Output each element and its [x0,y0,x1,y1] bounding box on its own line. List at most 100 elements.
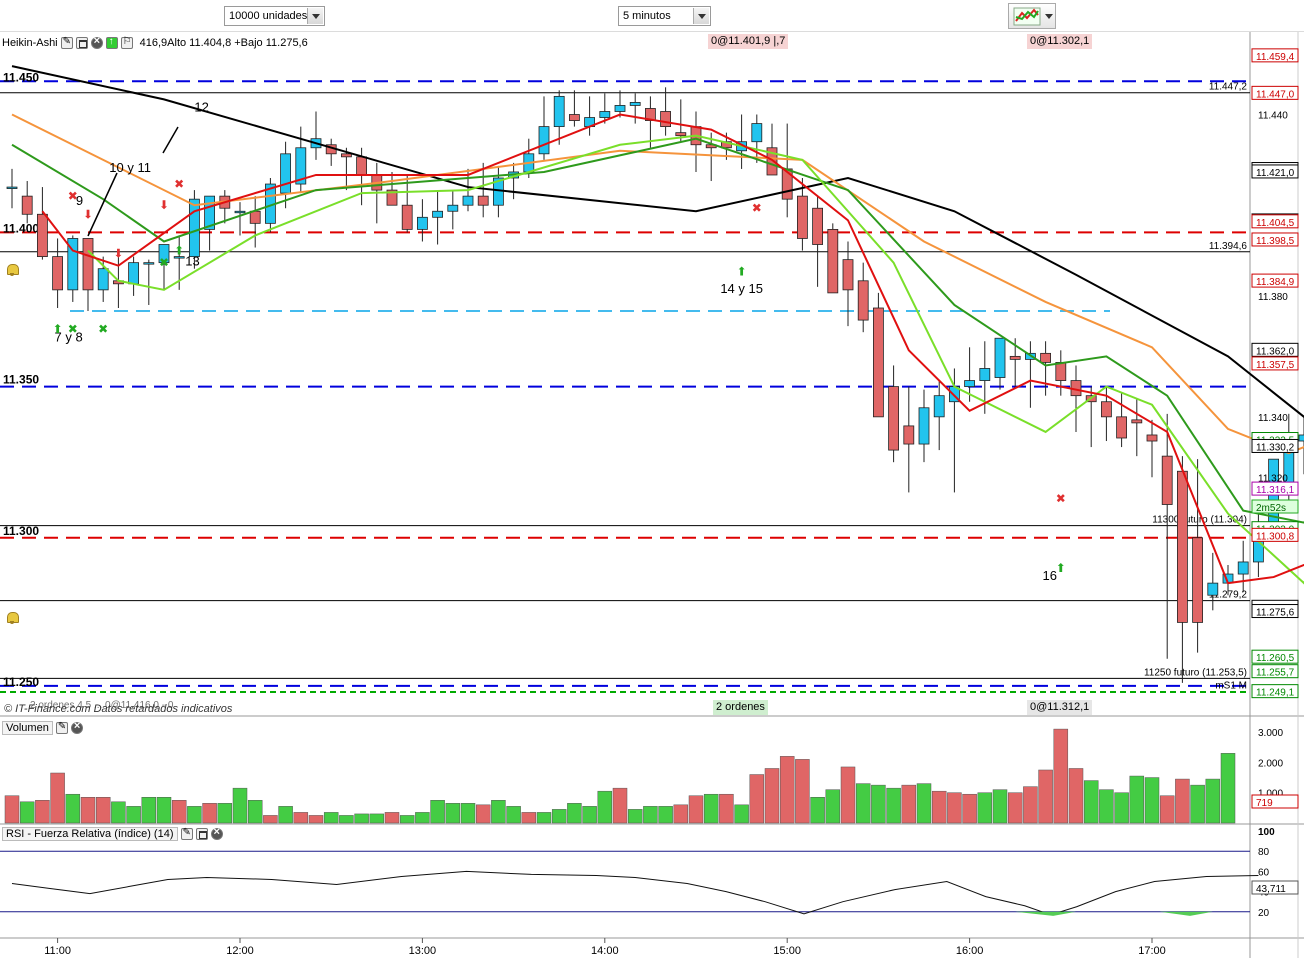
volume-axis-tick: 3.000 [1258,728,1283,739]
candle-body [751,123,763,143]
candle-body [1040,352,1051,363]
volume-bar [50,772,65,824]
annotation-arrow [87,172,118,237]
candle-body [979,368,991,381]
candle-body [173,256,185,259]
candle-body [67,238,79,291]
signal-up-arrow-icon: ⬆ [737,265,747,279]
candle-body [842,259,854,291]
close-icon[interactable] [90,35,103,49]
orders-pill[interactable]: 2 ordenes [713,700,768,715]
volume-bar [491,800,506,824]
line-label: 11300 futuro (11.304) [1152,515,1247,526]
volume-bar [1220,753,1236,824]
volume-bar [171,800,187,824]
line-label: 11.394,6 [1209,241,1248,252]
signal-cross-icon: ✖ [68,189,78,203]
candle-body [1131,419,1143,424]
rsi-axis-tick: 20 [1258,908,1270,919]
order-pill-top-2[interactable]: 0@11.302,1 [1027,34,1093,49]
volume-bar [19,801,35,824]
countdown-badge-box [1251,499,1299,514]
alert-bell-icon[interactable] [5,264,19,276]
candle-body [234,210,246,214]
volume-bar [1053,728,1069,824]
rsi-oversold-fill [1015,911,1076,916]
wrench-icon[interactable] [60,36,73,49]
price-badge-box [1251,273,1299,288]
buy-icon[interactable] [105,36,118,49]
volume-bar [475,804,491,824]
rsi-axis-tick: 100 [1258,827,1275,838]
volume-badge-label: 719 [1256,798,1273,809]
wrench-icon[interactable] [55,721,68,734]
volume-bar [749,774,765,824]
volume-bar [95,797,111,824]
volume-bar [80,797,96,824]
annotation-label: 16 [1043,568,1057,583]
alert-bell-icon[interactable] [5,612,19,624]
candle-body [82,238,94,291]
units-select[interactable]: 10000 unidades [224,6,325,26]
window-icon[interactable] [195,827,208,840]
level-label: 11.450 [3,70,39,84]
volume-bar [1038,769,1053,824]
price-badge-label: 11.404,5 [1256,218,1295,229]
price-pane-header: Heikin-Ashi 416,9Alto 11.404,8 +Bajo 11.… [2,35,308,50]
indicators-button[interactable] [1008,3,1056,29]
moving-average-line [11,65,1304,418]
candle-body [1298,434,1304,442]
price-badge-box [1251,604,1299,619]
candle-body [52,256,63,291]
rsi-axis-tick: 80 [1258,847,1270,858]
annotation-label: 13 [185,254,199,269]
candle-body [903,425,915,445]
candle-body [1146,434,1158,442]
price-badge-box [1251,164,1299,179]
candle-body [158,244,170,264]
volume-bar [901,784,917,824]
candle-body [675,132,687,137]
price-badge-box [1251,48,1299,63]
close-icon[interactable] [210,826,223,840]
volume-bar [962,793,977,824]
interval-select[interactable]: 5 minutos [618,6,711,26]
flag-icon[interactable] [120,36,133,49]
candle-body [477,195,489,206]
close-icon[interactable] [70,720,83,734]
volume-bar [354,813,369,824]
price-badge-box [1251,664,1299,679]
candle-body [660,111,671,128]
price-badge-box [1251,342,1299,357]
annotation-label: 14 y 15 [720,281,763,296]
window-icon[interactable] [75,36,88,49]
candle-body [614,105,626,112]
volume-bar [1175,778,1190,824]
volume-bar [931,790,947,824]
volume-pane-header: Volumen [2,720,83,735]
rsi-badge-label: 43,711 [1256,884,1286,895]
candle-body [553,95,565,128]
volume-bar [430,800,445,824]
signal-up-arrow-icon: ⬆ [174,244,184,258]
chevron-down-icon[interactable] [1045,14,1053,19]
candle-body [964,380,975,388]
order-pill-bottom[interactable]: 0@11.312,1 [1027,700,1093,715]
volume-bar [703,793,719,824]
volume-bar [247,800,263,824]
chevron-down-icon[interactable] [693,8,709,24]
volume-bar [536,812,552,824]
candle-body [873,307,884,418]
wrench-icon[interactable] [180,827,193,840]
price-badge-label: 11.260,5 [1256,653,1295,664]
price-badge-label: 11.316,1 [1256,485,1295,496]
time-axis-label: 14:00 [591,945,619,957]
order-pill-top-1[interactable]: 0@11.401,9 |,7 [708,34,789,49]
candle-body [416,216,428,230]
candle-body [280,153,292,194]
chevron-down-icon[interactable] [307,8,323,24]
price-badge-label: 11.300,8 [1256,531,1295,542]
candle-body [1161,455,1173,505]
volume-axis-tick: 1.000 [1258,789,1283,800]
